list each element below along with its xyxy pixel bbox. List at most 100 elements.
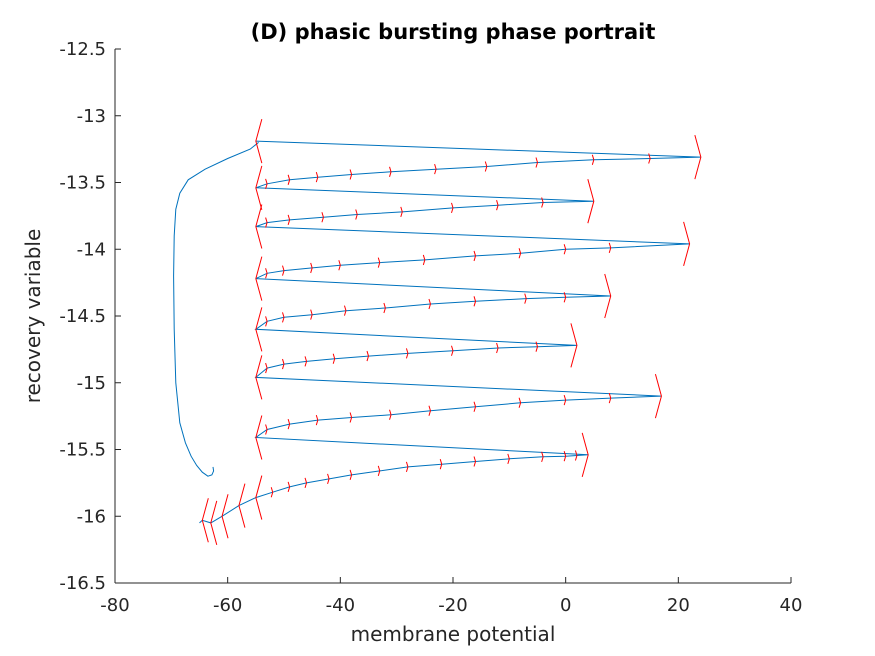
vector-arrow: [507, 453, 510, 464]
vector-arrow: [282, 265, 285, 276]
vector-arrow: [541, 451, 544, 462]
vector-arrow: [563, 292, 567, 303]
vector-arrow: [563, 451, 567, 462]
y-tick-label: -14.5: [59, 306, 106, 327]
vector-arrow: [238, 483, 246, 528]
vector-arrow: [315, 414, 319, 426]
vector-arrow: [473, 296, 477, 307]
vector-arrow: [255, 355, 263, 400]
vector-arrow: [315, 172, 319, 183]
vector-arrow: [310, 262, 313, 274]
vector-arrow: [282, 312, 285, 323]
y-tick-label: -15.5: [59, 440, 106, 461]
vector-arrow: [287, 418, 291, 430]
axes: [114, 49, 791, 584]
vector-arrow: [563, 394, 567, 406]
y-tick-label: -13.5: [59, 173, 106, 194]
vector-arrow: [327, 473, 330, 485]
vector-arrow: [287, 174, 291, 185]
vector-arrow: [570, 323, 578, 368]
vector-arrow: [287, 214, 291, 226]
vector-arrow: [210, 500, 218, 546]
plot-area: [173, 118, 702, 546]
vector-arrow: [383, 302, 386, 314]
vector-arrow: [535, 157, 539, 168]
x-tick-label: -40: [326, 595, 355, 616]
vector-arrow: [496, 342, 499, 354]
vector-arrow: [484, 161, 488, 172]
vector-arrow: [518, 248, 522, 259]
y-tick-label: -14: [77, 239, 106, 260]
vector-arrow: [683, 221, 691, 267]
vector-arrow: [587, 179, 595, 224]
vector-arrow: [343, 305, 347, 316]
vector-arrow: [473, 456, 477, 467]
vector-arrow: [355, 209, 358, 220]
vector-arrow: [310, 309, 313, 320]
y-axis-label: recovery variable: [21, 229, 45, 404]
vector-arrow: [255, 204, 263, 249]
vector-arrow: [255, 256, 263, 301]
vector-arrow: [389, 409, 392, 420]
vector-arrow: [400, 206, 403, 218]
vector-arrow: [451, 345, 454, 356]
y-tick-label: -16: [77, 506, 106, 527]
vector-arrow: [496, 200, 499, 211]
vector-arrow: [377, 257, 381, 268]
vector-arrow: [377, 465, 381, 477]
vector-arrow: [332, 353, 336, 364]
vector-arrow: [604, 273, 612, 319]
vector-arrow: [405, 461, 409, 472]
vector-arrow: [574, 450, 578, 461]
vector-arrow: [451, 202, 454, 214]
vector-arrow: [535, 341, 539, 352]
x-tick-label: 40: [780, 595, 803, 616]
vector-arrow: [608, 242, 612, 254]
vector-arrow: [349, 169, 353, 180]
vector-arrow: [287, 481, 291, 493]
vector-arrow: [201, 498, 209, 543]
vector-arrow: [265, 424, 268, 435]
vector-arrow: [270, 487, 274, 498]
x-tick-label: -20: [438, 595, 467, 616]
vector-arrow: [282, 358, 285, 370]
vector-arrow: [428, 298, 431, 310]
vector-arrow: [304, 356, 308, 367]
vector-arrow: [265, 316, 268, 327]
chart-title: (D) phasic bursting phase portrait: [251, 20, 656, 44]
vector-arrow: [349, 412, 353, 423]
vector-arrow: [255, 165, 263, 210]
vector-arrow: [265, 268, 268, 279]
vector-arrow: [255, 307, 263, 352]
y-tick-label: -16.5: [59, 573, 106, 594]
vector-arrow: [473, 401, 477, 412]
vector-arrow: [349, 469, 353, 481]
vector-arrow: [648, 153, 651, 164]
vector-arrow: [255, 475, 263, 520]
vector-arrow: [304, 477, 308, 489]
vector-arrow: [265, 178, 268, 189]
vector-arrow: [608, 392, 612, 404]
vector-arrow: [473, 250, 477, 262]
vector-arrow: [428, 405, 431, 416]
recovery-loop-line: [173, 142, 259, 477]
vector-arrow: [321, 212, 324, 223]
vector-arrow: [439, 459, 443, 470]
vector-arrow: [265, 217, 268, 228]
vector-arrow: [434, 164, 437, 175]
x-tick-label: -80: [100, 595, 129, 616]
vector-arrow: [654, 373, 662, 419]
y-tick-label: -12.5: [59, 39, 106, 60]
vector-arrow: [221, 494, 229, 539]
vector-arrow: [255, 118, 263, 164]
vector-arrow: [422, 254, 426, 266]
vector-arrow: [518, 397, 522, 408]
vector-arrow: [389, 166, 392, 177]
vector-arrow: [694, 135, 702, 180]
x-tick-label: -60: [213, 595, 242, 616]
vector-arrow: [541, 197, 544, 208]
x-tick-label: 20: [667, 595, 690, 616]
x-tick-label: 0: [560, 595, 571, 616]
vector-arrow: [366, 350, 370, 362]
